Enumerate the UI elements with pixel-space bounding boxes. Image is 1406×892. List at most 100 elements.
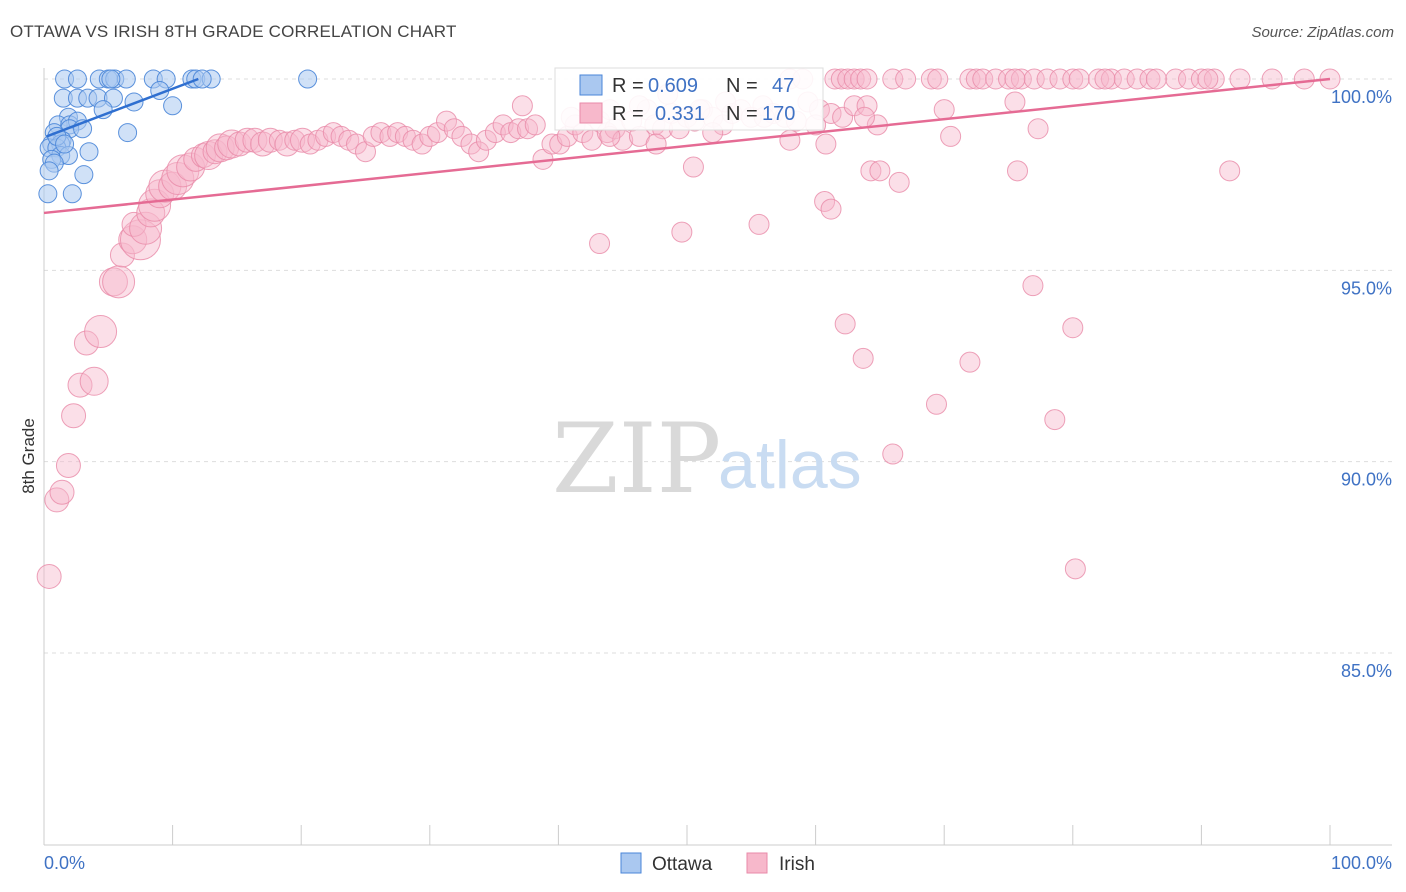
ottawa-point xyxy=(163,96,183,116)
irish-point xyxy=(1219,160,1241,182)
irish-point xyxy=(1004,68,1026,90)
irish-point xyxy=(837,68,859,90)
irish-point xyxy=(468,141,490,163)
svg-text:R = 0.609 N =: R = 0.609 N = 47 xyxy=(612,75,794,97)
svg-text:R = 0.331 N =: R = 0.331 N = 170 xyxy=(612,103,795,125)
irish-point xyxy=(820,198,842,220)
y-tick-labels: 100.0% 95.0% 90.0% 85.0% xyxy=(1331,87,1392,681)
legend-ottawa-n-value: 47 xyxy=(772,75,794,97)
irish-point xyxy=(1203,68,1225,90)
irish-point xyxy=(1094,68,1116,90)
irish-point xyxy=(882,443,904,465)
x-tick-label-right: 100.0% xyxy=(1331,853,1392,873)
irish-point xyxy=(1126,68,1148,90)
irish-point xyxy=(508,118,530,140)
irish-point xyxy=(217,129,247,159)
irish-point xyxy=(856,68,878,90)
y-tick-label-1: 95.0% xyxy=(1341,278,1392,298)
ottawa-point xyxy=(124,92,144,112)
source-credit: Source: ZipAtlas.com xyxy=(1251,24,1394,41)
irish-point xyxy=(79,366,109,396)
legend-bottom-irish-swatch xyxy=(746,852,768,874)
irish-point xyxy=(242,127,268,153)
irish-point xyxy=(671,221,693,243)
grid-layer xyxy=(44,78,1392,654)
irish-point xyxy=(1062,317,1084,339)
irish-point xyxy=(121,211,147,237)
irish-point xyxy=(1062,68,1084,90)
irish-point xyxy=(61,403,87,429)
irish-point xyxy=(1064,558,1086,580)
legend-ottawa-swatch xyxy=(579,74,603,96)
legend-irish-r-label: R = xyxy=(612,103,649,125)
irish-point xyxy=(830,68,852,90)
irish-point xyxy=(1165,68,1187,90)
irish-point xyxy=(443,118,465,140)
irish-point xyxy=(925,393,947,415)
irish-point xyxy=(511,95,533,117)
irish-point xyxy=(119,219,161,261)
irish-point xyxy=(541,133,563,155)
irish-point xyxy=(436,110,458,132)
irish-point xyxy=(1068,68,1090,90)
irish-point xyxy=(815,133,837,155)
irish-point xyxy=(1139,68,1161,90)
ottawa-point xyxy=(74,165,94,185)
irish-point xyxy=(888,171,910,193)
irish-point xyxy=(1100,68,1122,90)
ottawa-points xyxy=(38,69,318,204)
irish-point xyxy=(55,452,81,478)
irish-point xyxy=(998,68,1019,90)
irish-point xyxy=(1010,68,1032,90)
irish-point xyxy=(524,114,546,136)
ottawa-point xyxy=(101,69,121,89)
irish-point xyxy=(920,68,942,90)
irish-point xyxy=(1197,68,1219,90)
irish-point xyxy=(852,347,874,369)
irish-point xyxy=(959,68,981,90)
irish-point xyxy=(895,68,917,90)
irish-point xyxy=(1088,68,1110,90)
irish-point xyxy=(1049,68,1071,90)
irish-point xyxy=(484,122,506,144)
irish-point xyxy=(965,68,987,90)
chart-title: OTTAWA VS IRISH 8TH GRADE CORRELATION CH… xyxy=(10,22,457,41)
irish-point xyxy=(850,68,872,90)
irish-point xyxy=(1027,118,1049,140)
y-tick-label-2: 90.0% xyxy=(1341,470,1392,490)
irish-point xyxy=(475,129,497,151)
irish-point xyxy=(257,127,283,153)
y-tick-label-0: 100.0% xyxy=(1331,87,1392,107)
irish-point xyxy=(959,351,981,373)
irish-point xyxy=(1229,68,1251,90)
irish-point xyxy=(205,133,235,163)
irish-point xyxy=(84,315,118,349)
irish-point xyxy=(183,146,209,172)
irish-point xyxy=(226,131,252,157)
legend-irish-swatch xyxy=(579,102,603,124)
irish-point xyxy=(427,122,449,144)
irish-point xyxy=(972,68,994,90)
irish-point xyxy=(355,141,376,163)
irish-point xyxy=(869,160,891,182)
legend-irish-n-value: 170 xyxy=(762,103,795,125)
irish-point xyxy=(268,129,290,151)
irish-point xyxy=(933,99,955,121)
watermark-atlas: atlas xyxy=(718,427,862,503)
irish-point xyxy=(44,487,70,513)
axis-layer xyxy=(43,68,1392,846)
legend-bottom-ottawa-swatch xyxy=(620,852,642,874)
irish-point xyxy=(1007,160,1029,182)
irish-point xyxy=(549,133,571,155)
irish-point xyxy=(589,233,611,255)
irish-point xyxy=(129,211,163,245)
irish-point xyxy=(36,563,62,589)
irish-point xyxy=(927,68,949,90)
ottawa-point xyxy=(298,69,318,89)
irish-point xyxy=(1293,68,1315,90)
irish-point xyxy=(109,242,135,268)
irish-point xyxy=(853,106,875,128)
irish-trend-line xyxy=(43,77,1331,215)
irish-point xyxy=(1044,409,1066,431)
ottawa-point xyxy=(79,142,99,162)
